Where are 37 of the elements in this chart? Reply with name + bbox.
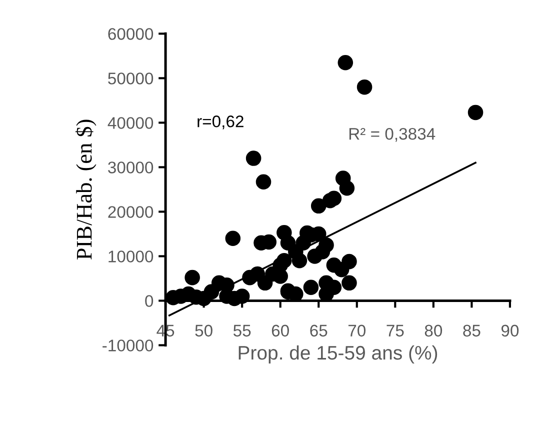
y-axis-title: PIB/Hab. (en $) (75, 120, 96, 260)
point (342, 254, 357, 270)
y-tick-label: 60000 (108, 28, 154, 40)
x-tick-label: 75 (386, 324, 404, 337)
point (342, 275, 357, 291)
x-tick-label: 90 (501, 324, 519, 337)
point (256, 174, 272, 190)
y-tick-label: 40000 (108, 117, 154, 129)
point (234, 288, 250, 304)
x-axis-title: Prop. de 15-59 ans (%) (238, 345, 438, 364)
point (356, 79, 372, 95)
x-tick-label: 85 (463, 324, 480, 337)
point (292, 253, 308, 268)
y-tick-label: 30000 (108, 162, 154, 174)
point (246, 150, 262, 166)
point (322, 192, 338, 208)
x-tick-label: 80 (424, 324, 442, 337)
point (225, 230, 241, 246)
x-tick-label: 50 (195, 324, 212, 337)
y-tick-label: -10000 (102, 340, 154, 352)
y-tick-label: 20000 (108, 206, 154, 218)
point (338, 54, 354, 70)
point (310, 198, 326, 214)
point (468, 104, 484, 120)
annotation: r=0,62 (198, 116, 244, 130)
point (303, 280, 319, 295)
y-tick-label: 0 (145, 295, 154, 307)
point (318, 237, 334, 253)
point (339, 180, 355, 196)
x-tick-label: 55 (233, 324, 251, 337)
y-tick-label: 10000 (108, 250, 154, 262)
x-tick-label: 60 (272, 324, 289, 337)
y-tick-label: 50000 (108, 72, 154, 84)
point (184, 270, 200, 286)
x-tick-label: 65 (310, 324, 328, 337)
x-tick-label: 70 (348, 324, 366, 337)
annotation: R² = 0,3834 (349, 128, 436, 142)
